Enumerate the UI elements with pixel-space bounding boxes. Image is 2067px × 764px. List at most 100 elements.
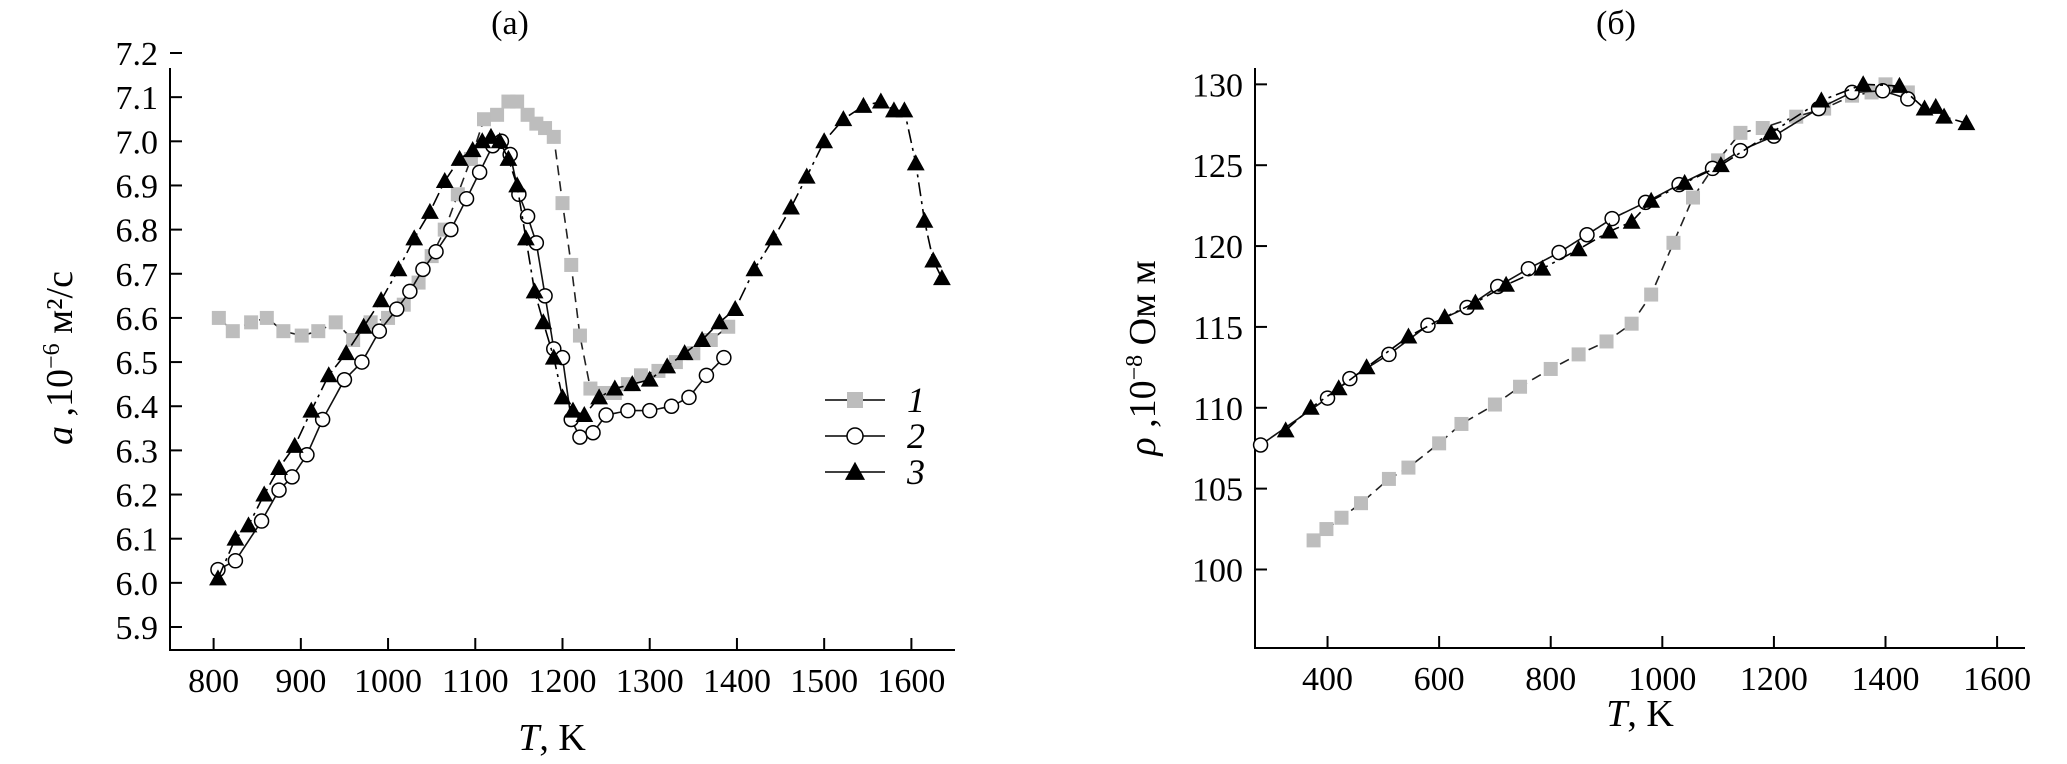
series-1-point [244, 315, 259, 330]
panel-a-xlabel-var: T [518, 717, 542, 759]
series-3-point [605, 379, 624, 396]
series-1-point [490, 107, 505, 122]
series-3-point [564, 401, 582, 418]
series-2-point [598, 407, 614, 423]
series-3-point [534, 313, 553, 330]
series-1-point [583, 381, 598, 396]
x-tick-label: 1400 [703, 663, 771, 700]
series-2-point [284, 469, 300, 485]
series-3-point [499, 149, 518, 166]
y-tick-label: 110 [1193, 391, 1243, 428]
series-2-point [299, 447, 315, 463]
panel-a-x-ticks: 800 900 1000 1100 1200 1300 1400 1500 1600 [188, 638, 945, 700]
series-3-point [782, 198, 800, 215]
series-3-point [405, 229, 424, 246]
panel-b-title: (б) [1596, 5, 1636, 42]
series-2-line [217, 140, 725, 571]
series-3-point [1622, 212, 1641, 229]
series-3-point [226, 529, 245, 546]
legend-item: 1 [825, 380, 925, 420]
x-tick-label: 1200 [1740, 661, 1808, 698]
panel-b-ylabel-var: ρ [1122, 437, 1164, 456]
series-3-point [421, 202, 439, 219]
x-tick-label: 400 [1302, 661, 1353, 698]
series-3-point [372, 291, 390, 308]
panel-a-x-axis-label: T, K [518, 717, 586, 759]
series-1-point [1543, 361, 1558, 376]
series-2-point [389, 301, 405, 317]
panel-a-ylabel-exponent: −6 [39, 343, 65, 369]
legend-marker [846, 427, 864, 445]
series-1-point [1401, 460, 1416, 475]
series-3-point [623, 375, 642, 392]
series-3-point [854, 96, 873, 113]
series-3-point [508, 176, 527, 193]
series-2-point [585, 424, 601, 441]
series-3-point [285, 436, 304, 453]
series-3 [209, 92, 951, 586]
series-2-point [1874, 83, 1891, 99]
series-1-point [572, 328, 587, 343]
series-1 [1306, 77, 1915, 548]
series-2-point [402, 283, 418, 300]
chart-legend: 123 [825, 380, 925, 492]
series-2-point [1579, 226, 1595, 243]
x-tick-label: 600 [1414, 661, 1465, 698]
y-tick-label: 6.2 [116, 478, 159, 515]
series-3-point [482, 127, 500, 144]
series-3-point [1600, 222, 1619, 239]
series-3-point [1926, 97, 1945, 114]
x-tick-label: 1500 [790, 663, 858, 700]
series-3-point [1497, 275, 1515, 292]
series-2-point [1252, 437, 1269, 453]
legend-label: 1 [907, 380, 925, 420]
series-3-point [319, 366, 338, 383]
series-2-point [1732, 142, 1749, 159]
series-1-point [276, 324, 291, 339]
series-1 [211, 94, 736, 400]
series-3-point [834, 110, 853, 127]
series-2-point [1551, 244, 1567, 261]
panel-a-title: (а) [491, 5, 529, 42]
series-1-point [1513, 379, 1528, 394]
legend-marker [844, 461, 866, 480]
series-3-point [553, 388, 572, 405]
panel-b-series [1252, 75, 1976, 548]
series-2-point [471, 164, 488, 180]
series-1-point [1306, 533, 1321, 548]
y-tick-label: 6.5 [116, 345, 159, 382]
series-3-point [525, 282, 544, 299]
series-2-point [620, 402, 636, 419]
series-3-point [209, 569, 227, 586]
x-tick-label: 1600 [877, 663, 945, 700]
panel-a-series [209, 92, 951, 586]
series-3-point [895, 101, 914, 118]
series-3-point [490, 132, 509, 149]
series-3-point [1854, 75, 1873, 92]
series-3-point [1812, 91, 1831, 108]
y-tick-label: 130 [1192, 67, 1243, 104]
panel-b-xlabel-var: T [1606, 693, 1630, 735]
y-tick-label: 6.3 [116, 433, 159, 470]
series-2-point [641, 402, 658, 419]
panel-a-y-ticks: 5.9 6.0 6.1 6.2 6.3 6.4 6.5 6.6 6.7 6.8 6.9 7.0 7.1 7… [116, 36, 182, 647]
panel-a-axes [169, 68, 955, 651]
series-1-point [328, 315, 343, 330]
series-3-point [1569, 240, 1588, 257]
y-tick-label: 125 [1192, 148, 1243, 185]
series-1-point [564, 257, 579, 272]
series-3-point [1357, 358, 1376, 375]
series-2-point [253, 513, 270, 529]
series-1-point [1733, 125, 1748, 140]
series-2-point [271, 482, 287, 498]
series-1-point [477, 112, 491, 127]
y-tick-label: 6.8 [116, 213, 159, 250]
series-3-point [1399, 327, 1418, 344]
y-tick-label: 100 [1192, 552, 1243, 589]
chart-panel-a: (а) 5.9 6.0 6.1 6.2 6.3 6.4 6.5 6.6 6.7 6.8 6.9 7.0… [39, 5, 955, 759]
panel-b-axes [1254, 68, 2025, 649]
y-tick-label: 6.6 [116, 301, 159, 338]
series-1-point [1487, 397, 1502, 412]
series-3-point [1466, 293, 1485, 310]
